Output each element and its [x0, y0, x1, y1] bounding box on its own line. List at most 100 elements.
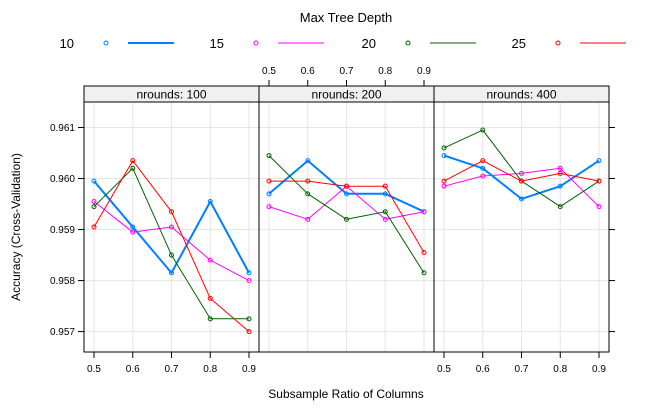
data-point — [130, 165, 136, 171]
data-point — [169, 252, 174, 258]
legend-label-10: 10 — [60, 36, 74, 51]
data-point — [305, 178, 311, 184]
data-point — [305, 216, 311, 222]
top-tick-label: 0.6 — [301, 66, 315, 77]
data-point — [596, 178, 602, 184]
bottom-tick-label: 0.8 — [553, 364, 567, 375]
data-point — [596, 158, 602, 164]
bottom-tick-label: 0.6 — [126, 364, 140, 375]
data-point — [344, 191, 349, 197]
top-axis: 0.5 0.6 0.7 0.8 0.9 — [262, 66, 431, 86]
top-tick-label: 0.9 — [417, 66, 431, 77]
top-tick-label: 0.7 — [340, 66, 354, 77]
series-line-depth-10 — [93, 180, 250, 274]
data-point — [441, 178, 447, 184]
bottom-tick-label: 0.9 — [242, 364, 256, 375]
series-line-depth-25 — [269, 180, 425, 253]
series-line-depth-15 — [443, 167, 600, 207]
data-point — [266, 153, 272, 159]
y-axis-label: Accuracy (Cross-Validation) — [9, 153, 23, 301]
data-point — [519, 178, 524, 184]
legend-marker-15 — [253, 40, 259, 46]
data-point — [169, 224, 174, 230]
bottom-tick-label: 0.5 — [87, 364, 101, 375]
data-point — [344, 216, 349, 222]
data-point — [557, 165, 563, 171]
data-point — [207, 295, 213, 301]
left-tick-label: 0.959 — [50, 225, 75, 236]
data-point — [207, 257, 213, 263]
data-point — [441, 145, 447, 151]
panels: nrounds: 100 nrounds: 200 nrounds: 400 — [83, 85, 610, 353]
legend: Max Tree Depth 10 15 20 25 — [60, 10, 626, 51]
legend-label-20: 20 — [362, 36, 376, 51]
data-point — [382, 209, 388, 215]
data-point — [480, 165, 486, 171]
data-point — [557, 183, 563, 189]
series-line-depth-10 — [443, 154, 600, 200]
data-point — [207, 316, 213, 322]
data-point — [130, 229, 136, 235]
data-point — [421, 270, 427, 276]
panel-1: nrounds: 100 — [83, 85, 260, 353]
data-point — [441, 183, 447, 189]
series-line-depth-25 — [93, 160, 250, 332]
data-point — [557, 204, 563, 210]
data-point — [246, 270, 252, 276]
left-axis: 0.957 0.958 0.959 0.960 0.961 — [50, 123, 84, 338]
data-point — [169, 270, 174, 276]
data-point — [246, 329, 252, 335]
panel-3: nrounds: 400 — [433, 85, 610, 353]
data-point — [344, 183, 349, 189]
data-point — [382, 183, 388, 189]
legend-marker-10 — [103, 40, 109, 46]
legend-label-15: 15 — [210, 36, 224, 51]
data-point — [266, 178, 272, 184]
data-point — [480, 127, 486, 133]
bottom-tick-label: 0.6 — [476, 364, 490, 375]
x-axis-label: Subsample Ratio of Columns — [268, 387, 423, 401]
data-point — [91, 198, 97, 204]
panel-2: nrounds: 200 — [258, 85, 435, 353]
bottom-tick-label: 0.8 — [203, 364, 217, 375]
data-point — [91, 178, 97, 184]
legend-marker-20 — [405, 40, 411, 46]
top-tick-label: 0.5 — [262, 66, 276, 77]
left-tick-label: 0.960 — [50, 174, 75, 185]
data-point — [246, 316, 252, 322]
bottom-axis: 0.5 0.6 0.7 0.8 0.9 0.5 0.6 0.7 0.8 0.9 — [87, 352, 606, 375]
bottom-tick-label: 0.7 — [515, 364, 529, 375]
data-point — [207, 198, 213, 204]
series-line-depth-25 — [443, 160, 600, 182]
data-point — [519, 170, 524, 176]
data-point — [130, 224, 136, 230]
strip-label: nrounds: 200 — [311, 88, 381, 102]
data-point — [441, 153, 447, 159]
data-point — [596, 204, 602, 210]
legend-title: Max Tree Depth — [300, 10, 393, 25]
right-axis — [609, 127, 615, 333]
bottom-tick-label: 0.9 — [592, 364, 606, 375]
data-point — [519, 196, 524, 202]
top-tick-label: 0.8 — [378, 66, 392, 77]
data-point — [169, 209, 174, 215]
data-point — [382, 216, 388, 222]
data-point — [557, 170, 563, 176]
bottom-tick-label: 0.7 — [165, 364, 179, 375]
data-point — [91, 204, 97, 210]
legend-marker-25 — [555, 40, 561, 46]
left-tick-label: 0.961 — [50, 123, 75, 134]
series-line-depth-20 — [93, 167, 249, 320]
legend-label-25: 25 — [512, 36, 526, 51]
data-point — [305, 191, 311, 197]
left-tick-label: 0.958 — [50, 276, 75, 287]
data-point — [421, 250, 427, 256]
left-tick-label: 0.957 — [50, 327, 75, 338]
bottom-tick-label: 0.5 — [437, 364, 451, 375]
series-line-depth-10 — [268, 159, 425, 213]
series-line-depth-15 — [93, 201, 250, 282]
data-point — [266, 191, 272, 197]
data-point — [246, 278, 252, 284]
data-point — [91, 224, 97, 230]
